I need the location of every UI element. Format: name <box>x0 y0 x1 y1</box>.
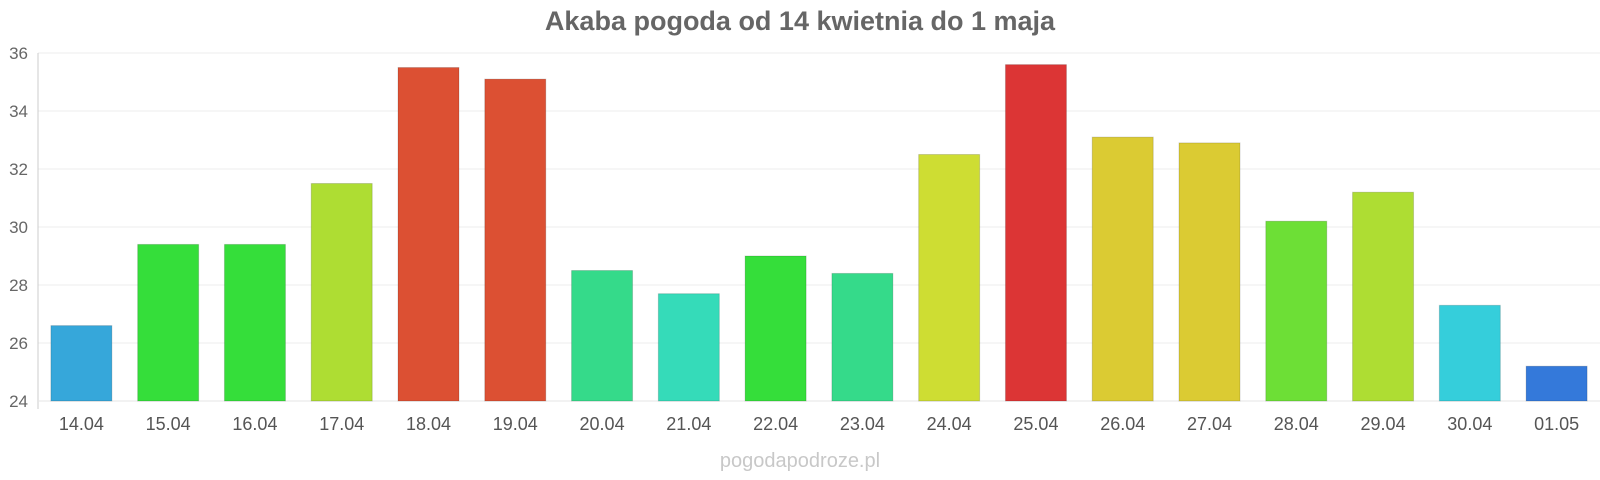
bar-19-04[interactable] <box>484 78 547 402</box>
x-tick-label: 25.04 <box>1013 414 1058 434</box>
y-tick-label: 24 <box>9 392 28 411</box>
x-tick-label: 28.04 <box>1274 414 1319 434</box>
bar-23-04[interactable] <box>831 272 894 402</box>
bar-21-04[interactable] <box>657 293 720 402</box>
y-tick-label: 36 <box>9 44 28 63</box>
x-tick-label: 21.04 <box>666 414 711 434</box>
y-tick-labels: 24 26 28 30 32 34 36 <box>9 44 28 411</box>
x-tick-label: 30.04 <box>1447 414 1492 434</box>
x-tick-label: 15.04 <box>146 414 191 434</box>
x-tick-label: 26.04 <box>1100 414 1145 434</box>
y-tick-label: 30 <box>9 218 28 237</box>
y-tick-label: 34 <box>9 102 28 121</box>
x-tick-label: 01.05 <box>1534 414 1579 434</box>
y-tick-label: 32 <box>9 160 28 179</box>
bar-18-04[interactable] <box>397 67 460 402</box>
bar-30-04[interactable] <box>1438 304 1501 402</box>
x-tick-label: 27.04 <box>1187 414 1232 434</box>
y-tick-label: 28 <box>9 276 28 295</box>
bar-15-04[interactable] <box>137 243 200 402</box>
bars <box>50 64 1588 402</box>
bar-01-05[interactable] <box>1525 365 1588 402</box>
x-tick-label: 20.04 <box>580 414 625 434</box>
bar-29-04[interactable] <box>1352 191 1415 402</box>
bar-14-04[interactable] <box>50 325 113 402</box>
x-tick-label: 19.04 <box>493 414 538 434</box>
x-tick-label: 29.04 <box>1361 414 1406 434</box>
x-tick-label: 17.04 <box>319 414 364 434</box>
bar-16-04[interactable] <box>223 243 286 402</box>
bar-25-04[interactable] <box>1004 64 1067 402</box>
x-tick-label: 23.04 <box>840 414 885 434</box>
bar-20-04[interactable] <box>571 270 634 402</box>
x-tick-label: 14.04 <box>59 414 104 434</box>
axes <box>37 53 1600 409</box>
bar-27-04[interactable] <box>1178 142 1241 402</box>
bar-24-04[interactable] <box>918 154 981 402</box>
x-tick-label: 24.04 <box>927 414 972 434</box>
bar-26-04[interactable] <box>1091 136 1154 402</box>
bar-28-04[interactable] <box>1265 220 1328 402</box>
chart-title: Akaba pogoda od 14 kwietnia do 1 maja <box>544 6 1056 36</box>
x-tick-label: 16.04 <box>232 414 277 434</box>
bar-17-04[interactable] <box>310 183 373 402</box>
bar-22-04[interactable] <box>744 255 807 402</box>
x-tick-label: 18.04 <box>406 414 451 434</box>
y-tick-label: 26 <box>9 334 28 353</box>
x-tick-labels: 14.04 15.04 16.04 17.04 18.04 19.04 20.04 21.04… <box>59 414 1579 434</box>
x-tick-label: 22.04 <box>753 414 798 434</box>
watermark: pogodapodroze.pl <box>719 450 881 472</box>
